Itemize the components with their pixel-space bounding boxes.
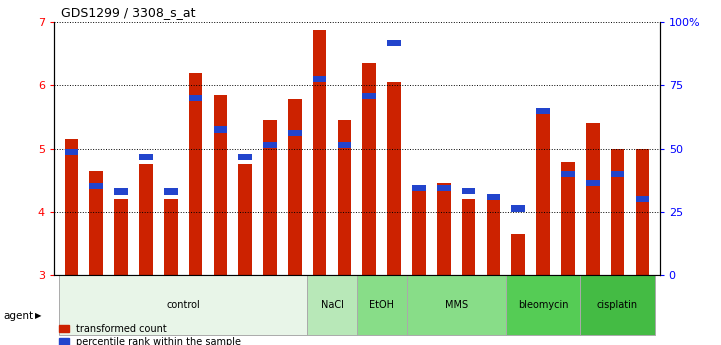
Bar xyxy=(189,95,203,101)
Bar xyxy=(189,73,203,275)
Text: NaCl: NaCl xyxy=(321,299,343,309)
Bar xyxy=(611,170,624,177)
Bar xyxy=(288,99,301,275)
Bar xyxy=(536,108,550,114)
Bar xyxy=(437,185,451,191)
Bar xyxy=(263,120,277,275)
Bar xyxy=(511,234,525,275)
Bar xyxy=(357,275,407,335)
Bar xyxy=(65,139,79,275)
Bar xyxy=(412,185,426,191)
Bar xyxy=(536,108,550,275)
Bar xyxy=(89,183,103,189)
Bar xyxy=(387,40,401,46)
Bar xyxy=(586,123,600,275)
Bar xyxy=(487,194,500,200)
Bar xyxy=(611,148,624,275)
Text: control: control xyxy=(167,299,200,309)
Bar xyxy=(363,93,376,99)
Bar xyxy=(586,180,600,186)
Legend: transformed count, percentile rank within the sample: transformed count, percentile rank withi… xyxy=(59,324,242,345)
Text: MMS: MMS xyxy=(445,299,468,309)
Bar xyxy=(59,275,307,335)
Text: agent: agent xyxy=(4,311,34,321)
Bar xyxy=(313,76,327,82)
Text: ▶: ▶ xyxy=(35,311,41,320)
Bar xyxy=(461,188,475,194)
Bar xyxy=(337,120,351,275)
Bar xyxy=(164,188,177,195)
Bar xyxy=(213,127,227,133)
Bar xyxy=(511,205,525,211)
Bar xyxy=(313,30,327,275)
Bar xyxy=(213,95,227,275)
Bar xyxy=(635,196,649,202)
Bar xyxy=(164,199,177,275)
Bar xyxy=(407,275,506,335)
Text: bleomycin: bleomycin xyxy=(518,299,568,309)
Bar xyxy=(65,148,79,155)
Bar xyxy=(139,164,153,275)
Bar xyxy=(307,275,357,335)
Bar xyxy=(635,148,649,275)
Bar xyxy=(114,199,128,275)
Bar xyxy=(363,63,376,275)
Bar xyxy=(263,141,277,148)
Text: EtOH: EtOH xyxy=(369,299,394,309)
Bar xyxy=(387,82,401,275)
Bar xyxy=(89,170,103,275)
Bar xyxy=(506,275,580,335)
Bar xyxy=(561,170,575,177)
Bar xyxy=(288,130,301,136)
Text: GDS1299 / 3308_s_at: GDS1299 / 3308_s_at xyxy=(61,6,196,19)
Text: cisplatin: cisplatin xyxy=(597,299,638,309)
Bar xyxy=(580,275,655,335)
Bar xyxy=(114,188,128,195)
Bar xyxy=(461,199,475,275)
Bar xyxy=(239,164,252,275)
Bar xyxy=(239,154,252,160)
Bar xyxy=(139,154,153,160)
Bar xyxy=(437,183,451,275)
Bar xyxy=(337,141,351,148)
Bar xyxy=(561,162,575,275)
Bar xyxy=(487,199,500,275)
Bar xyxy=(412,188,426,275)
